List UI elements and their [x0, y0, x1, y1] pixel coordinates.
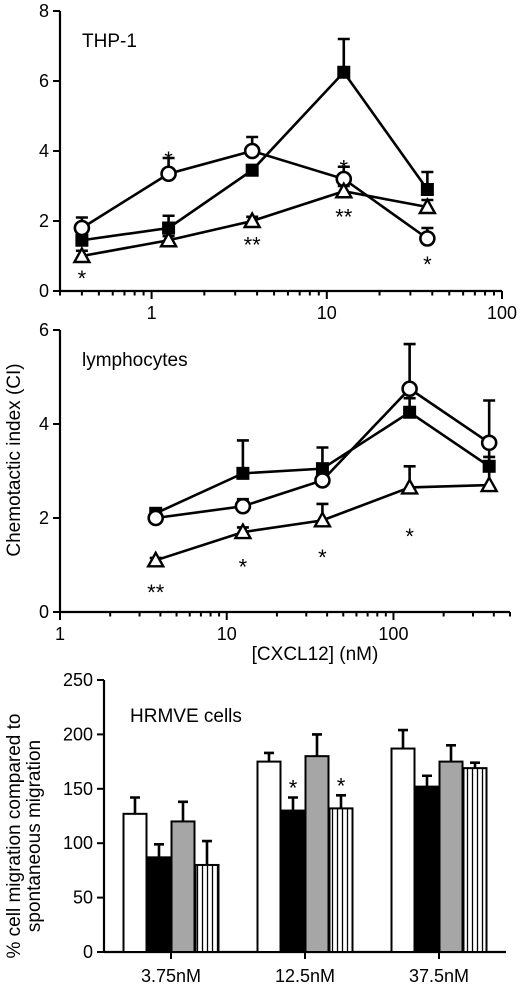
- thp1-series-1-point: [337, 65, 351, 79]
- thp1-y-tick-label: 8: [39, 1, 49, 21]
- hrmve-significance-mark: *: [337, 773, 346, 798]
- lymph-series-3-point: [233, 522, 253, 540]
- lymph-significance-mark: *: [318, 545, 327, 570]
- lymph-y-tick-label: 4: [39, 414, 49, 434]
- thp1-significance-mark: *: [164, 147, 173, 172]
- lymph-x-tick-label: 10: [217, 624, 237, 644]
- thp1-y-tick-label: 6: [39, 71, 49, 91]
- thp1-x-tick-label: 10: [317, 303, 337, 323]
- lymph-y-tick-label: 6: [39, 320, 49, 340]
- hrmve-series-1-bar: [122, 812, 148, 953]
- lymph-series-2-point: [480, 434, 498, 452]
- hrmve-y-tick-label: 50: [73, 888, 93, 908]
- thp1-series-1-point: [162, 221, 176, 235]
- thp1-y-tick-label: 0: [39, 281, 49, 301]
- thp1-series-2-point: [419, 230, 436, 247]
- hrmve-series-4-bar: [328, 807, 354, 953]
- hrmve-y-tick-label: 0: [83, 942, 93, 962]
- hrmve-series-2-bar: [280, 809, 306, 953]
- lymph-significance-mark: *: [239, 554, 248, 579]
- lymph-series-2-point: [401, 380, 418, 398]
- thp1-x-tick-label: 1: [147, 303, 157, 323]
- hrmve-series-2-error-bar: [422, 774, 432, 787]
- lymph-series-1-point: [236, 466, 250, 480]
- hrmve-series-3-bar: [170, 820, 196, 953]
- lymph-panel-label: lymphocytes: [82, 350, 188, 371]
- lymph-y-tick-label: 0: [39, 602, 49, 622]
- hrmve-y-tick-label: 250: [63, 670, 93, 690]
- hrmve-series-4-bar: [194, 863, 220, 954]
- thp1-significance-mark: *: [423, 252, 432, 277]
- thp1-series-3-point: [334, 181, 354, 199]
- hrmve-bar-chart: 0 50 100 150 200 250 HRMVE cells 3.75nM 12.5nM 37…: [63, 670, 506, 986]
- hrmve-series-3-bar: [304, 755, 330, 953]
- thp1-series-2-point: [73, 219, 91, 237]
- thp1-significance-mark: *: [78, 266, 87, 291]
- thp1-series-3-point: [242, 211, 262, 229]
- shared-y-axis-title: Chemotactic index (CI): [4, 363, 25, 556]
- lymph-series-3-point: [312, 510, 332, 528]
- thp1-significance-mark: **: [335, 205, 353, 230]
- lymph-series-3-point: [400, 477, 420, 495]
- hrmve-series-1-error-bar: [264, 751, 274, 762]
- thp1-series-2-point: [160, 165, 177, 183]
- hrmve-series-4-error-bar: [336, 794, 346, 809]
- lymph-y-tick-label: 2: [39, 508, 49, 528]
- lymph-significance-mark: *: [405, 524, 414, 549]
- thp1-series-1-point: [245, 163, 259, 177]
- lymph-series-2-point: [147, 509, 165, 527]
- panel-c-y-axis-title-line1: % cell migration compared to: [4, 714, 25, 959]
- lymph-significance-mark: **: [147, 580, 165, 605]
- hrmve-y-tick-label: 200: [63, 724, 93, 744]
- lymph-series-3-point: [479, 475, 499, 493]
- hrmve-series-3-bar: [438, 760, 464, 953]
- thp1-series-3-point: [159, 230, 179, 248]
- hrmve-x-tick-label: 12.5nM: [275, 966, 335, 986]
- hrmve-series-1-bar: [390, 747, 416, 953]
- thp1-panel-label: THP-1: [82, 31, 137, 52]
- panel-c-y-axis-title-line2: spontaneous migration: [24, 740, 45, 932]
- thp1-x-tick-label: 100: [487, 303, 517, 323]
- hrmve-x-tick-label: 3.75nM: [141, 966, 201, 986]
- lymph-series-2-point: [234, 497, 252, 515]
- hrmve-series-2-error-bar: [154, 842, 164, 858]
- thp1-series-3-point: [72, 246, 92, 264]
- hrmve-series-3-error-bar: [446, 743, 456, 762]
- panel-b-x-axis-title: [CXCL12] (nM): [252, 644, 379, 665]
- hrmve-series-4-error-bar: [202, 839, 212, 865]
- thp1-series-1-point: [420, 183, 434, 196]
- lymph-series-2-point: [314, 472, 331, 489]
- hrmve-series-2-error-bar: [288, 796, 298, 811]
- hrmve-series-2-bar: [414, 785, 440, 954]
- hrmve-panel-label: HRMVE cells: [130, 706, 242, 727]
- hrmve-y-tick-label: 150: [63, 779, 93, 799]
- hrmve-series-3-error-bar: [178, 800, 188, 822]
- lymph-series-1-point: [403, 405, 417, 419]
- hrmve-significance-mark: *: [289, 776, 298, 801]
- hrmve-series-2-bar: [146, 856, 172, 953]
- lymph-x-tick-label: 1: [55, 624, 65, 644]
- hrmve-series-1-bar: [256, 760, 282, 953]
- thp1-y-tick-label: 4: [39, 141, 49, 161]
- hrmve-y-tick-label: 100: [63, 833, 93, 853]
- thp1-series-3-point: [417, 197, 437, 215]
- hrmve-series-3-error-bar: [312, 733, 322, 757]
- hrmve-series-4-bar: [462, 767, 488, 953]
- thp1-significance-mark: **: [244, 233, 262, 258]
- thp1-series-1-point: [75, 233, 89, 247]
- lymph-x-tick-label: 100: [378, 624, 408, 644]
- hrmve-x-tick-label: 37.5nM: [409, 966, 469, 986]
- thp1-series-2-point: [243, 142, 261, 160]
- thp1-y-tick-label: 2: [39, 211, 49, 231]
- thp1-significance-mark: *: [340, 156, 349, 181]
- hrmve-series-1-error-bar: [130, 796, 140, 814]
- hrmve-series-1-error-bar: [398, 728, 408, 749]
- lymph-series-3-point: [146, 550, 166, 568]
